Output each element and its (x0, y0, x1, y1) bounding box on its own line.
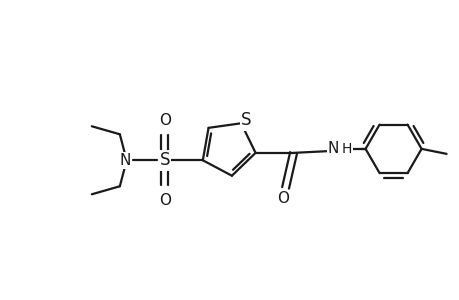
Text: S: S (159, 151, 170, 169)
Text: N: N (119, 153, 130, 168)
Text: O: O (158, 193, 170, 208)
Text: H: H (341, 142, 351, 156)
Text: S: S (241, 111, 251, 129)
Text: N: N (327, 141, 339, 156)
Text: O: O (158, 113, 170, 128)
Text: O: O (277, 191, 289, 206)
